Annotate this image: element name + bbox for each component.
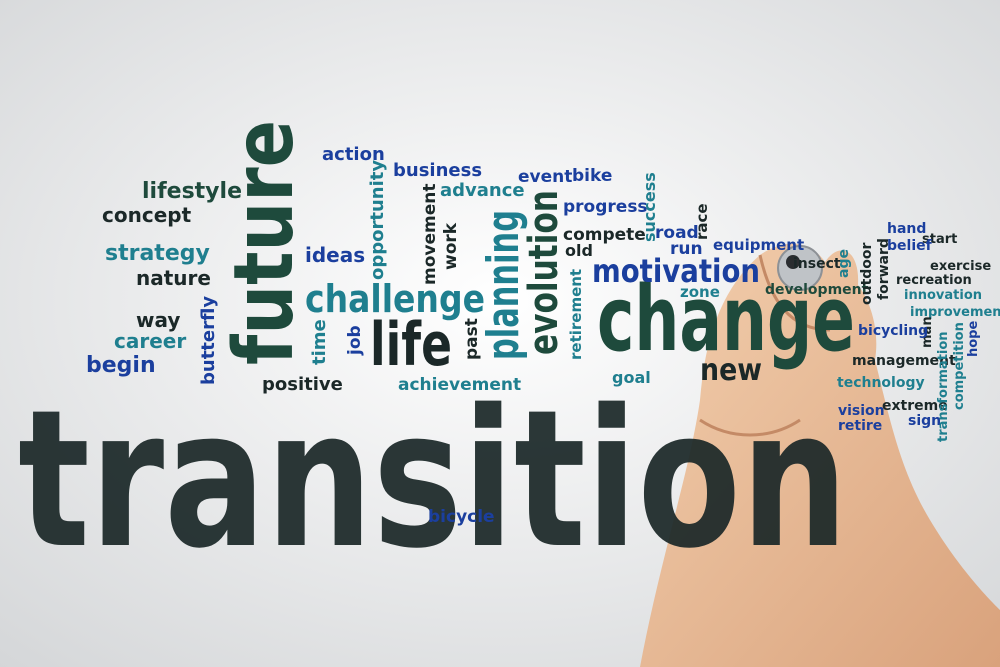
word: bicycling — [858, 323, 928, 339]
word: equipment — [713, 236, 804, 254]
word: bike — [572, 166, 612, 186]
word: hand — [887, 221, 926, 237]
word: butterfly — [198, 296, 219, 385]
word: retire — [838, 418, 882, 434]
word: lifestyle — [142, 179, 242, 204]
word: business — [393, 160, 482, 181]
word: vision — [838, 403, 885, 419]
word: new — [700, 353, 762, 388]
word: way — [136, 308, 180, 332]
word: nature — [136, 266, 211, 290]
word: achievement — [398, 375, 521, 395]
word: concept — [102, 203, 192, 227]
word: event — [518, 167, 572, 187]
word: technology — [837, 375, 925, 391]
word: competition — [952, 322, 967, 410]
hand — [640, 243, 1000, 667]
word: improvement — [910, 305, 1000, 320]
word: transition — [18, 369, 848, 590]
word: man — [920, 316, 935, 348]
word: action — [322, 144, 385, 165]
word: change — [597, 267, 855, 372]
word: start — [922, 232, 957, 247]
word: zone — [680, 283, 720, 301]
word: movement — [420, 184, 440, 285]
word: hope — [966, 321, 981, 357]
word: extreme — [882, 398, 948, 414]
word: begin — [86, 353, 156, 378]
word: opportunity — [367, 160, 388, 280]
word: positive — [262, 374, 343, 395]
word: success — [640, 172, 659, 242]
word: work — [441, 222, 461, 270]
word: future — [217, 120, 312, 365]
word: planning — [478, 210, 529, 360]
word: life — [370, 310, 452, 380]
word: progress — [563, 197, 648, 217]
word: run — [670, 239, 703, 259]
word: bicycle — [428, 507, 495, 527]
word: race — [693, 203, 711, 240]
word: job — [345, 325, 365, 356]
word: innovation — [904, 288, 982, 303]
word: challenge — [305, 277, 485, 321]
word: management — [852, 353, 956, 369]
word: past — [462, 318, 482, 360]
word: retirement — [567, 269, 585, 360]
word: transformation — [936, 331, 951, 442]
word: recreation — [896, 273, 972, 288]
word: strategy — [105, 241, 210, 266]
word: road — [655, 223, 699, 243]
word: exercise — [930, 259, 991, 274]
word: ideas — [305, 243, 365, 267]
word: time — [309, 319, 330, 365]
word: insect — [793, 256, 841, 272]
word: advance — [440, 180, 525, 201]
word: career — [114, 329, 186, 353]
word: belief — [887, 238, 933, 254]
word: compete — [563, 225, 646, 245]
word: age — [836, 249, 852, 278]
word: evolution — [521, 190, 567, 355]
word: outdoor — [859, 242, 875, 305]
word: development — [765, 282, 869, 298]
word: sign — [908, 413, 941, 429]
word: old — [565, 241, 593, 260]
word: motivation — [592, 252, 760, 290]
word: goal — [612, 368, 651, 387]
word: forward — [876, 238, 892, 300]
